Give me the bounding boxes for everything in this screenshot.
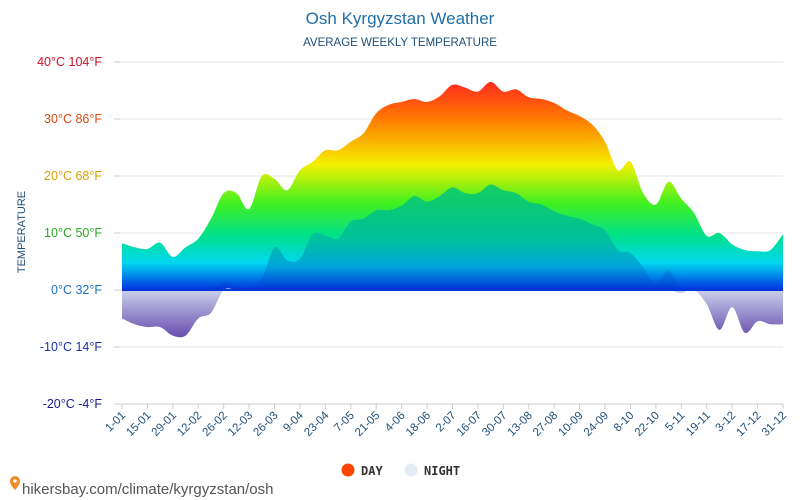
y-tick-label: 30°C 86°F <box>44 112 102 126</box>
y-axis-ticks: 40°C 104°F 30°C 86°F 20°C 68°F 10°C 50°F 0°C… <box>37 55 121 411</box>
y-tick-label: 40°C 104°F <box>37 55 102 69</box>
x-tick-label: 19-11 <box>684 410 713 439</box>
y-tick-label: 20°C 68°F <box>44 169 102 183</box>
source-credit[interactable]: hikersbay.com/climate/kyrgyzstan/osh <box>10 476 273 498</box>
plot-area <box>122 81 783 405</box>
location-pin-icon <box>10 476 20 490</box>
x-tick-label: 23-04 <box>302 409 332 439</box>
y-tick-label: -10°C 14°F <box>40 340 102 354</box>
x-tick-label: 27-08 <box>531 410 560 439</box>
x-tick-label: 30-07 <box>480 410 509 439</box>
x-tick-label: 13-08 <box>506 410 535 439</box>
x-tick-label: 26-03 <box>251 410 280 439</box>
y-tick-label: -20°C -4°F <box>43 397 103 411</box>
source-link[interactable]: hikersbay.com/climate/kyrgyzstan/osh <box>22 481 273 498</box>
x-tick-label: 15-01 <box>124 410 153 439</box>
x-tick-label: 22-10 <box>633 410 662 439</box>
legend-night-marker <box>404 463 418 477</box>
x-tick-label: 12-03 <box>226 410 255 439</box>
legend-day-label: DAY <box>361 464 383 478</box>
legend-night-label: NIGHT <box>424 464 460 478</box>
x-tick-label: 17-12 <box>734 410 763 439</box>
chart-subtitle: AVERAGE WEEKLY TEMPERATURE <box>303 37 497 49</box>
x-tick-label: 12-02 <box>175 410 204 439</box>
day-temperature-area <box>122 81 783 291</box>
y-tick-label: 0°C 32°F <box>51 283 102 297</box>
x-tick-label: 10-09 <box>556 410 585 439</box>
x-tick-label: 18-06 <box>404 410 433 439</box>
y-axis-label: TEMPERATURE <box>16 191 28 273</box>
x-tick-label: 24-09 <box>582 410 611 439</box>
y-tick-label: 10°C 50°F <box>44 226 102 240</box>
chart-title: Osh Kyrgyzstan Weather <box>306 9 495 28</box>
night-temperature-area <box>122 184 783 291</box>
x-tick-label: 21-05 <box>353 410 382 439</box>
x-tick-label: 31-12 <box>760 410 789 439</box>
legend: DAY NIGHT <box>341 463 460 478</box>
night-below-zero-area <box>122 288 783 338</box>
legend-day-marker <box>341 463 355 477</box>
x-tick-label: 29-01 <box>150 410 179 439</box>
x-tick-label: 16-07 <box>455 410 484 439</box>
location-pin-dot <box>13 479 17 483</box>
x-tick-label: 26-02 <box>201 410 230 439</box>
